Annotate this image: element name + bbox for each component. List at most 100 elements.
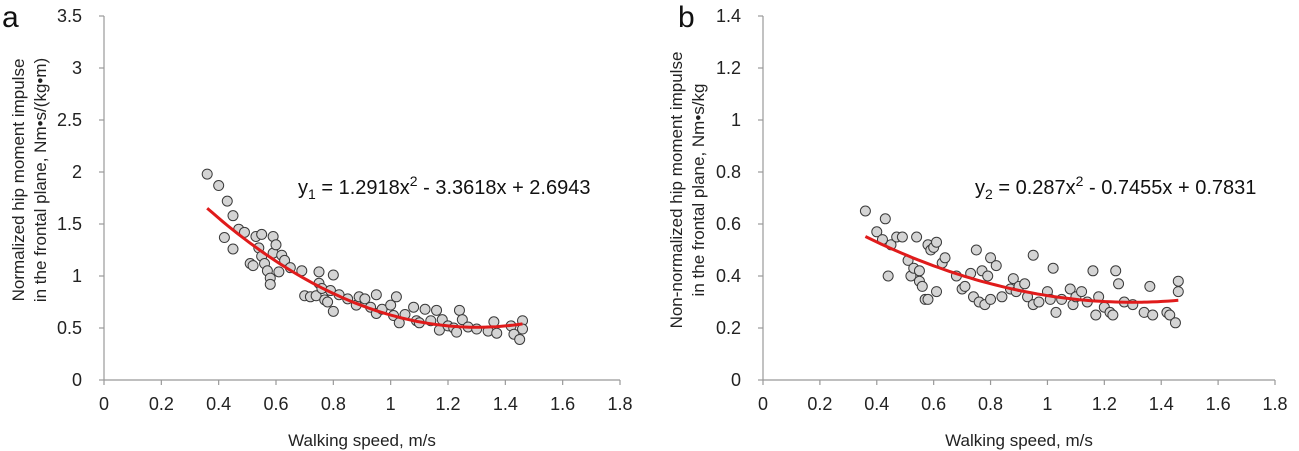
y-axis-label-line2: in the frontal plane, Nm•s/kg (689, 84, 708, 297)
data-point (408, 301, 420, 313)
chart-panel-a: a 0 0.2 0.4 0.6 0.8 1 1.2 1.4 1.6 1.8 0 0.5 1 1.5 2 2.5… (2, 1, 633, 450)
y-tick-label: 3 (72, 58, 82, 78)
data-point (270, 239, 282, 251)
data-point (1090, 309, 1102, 321)
data-point (385, 299, 397, 311)
data-point (1047, 262, 1059, 274)
y-tick-label: 2.5 (57, 110, 82, 130)
data-point (913, 265, 925, 277)
data-point (1076, 286, 1088, 298)
data-point (990, 260, 1002, 272)
chart-panel-b: b 0 0.2 0.4 0.6 0.8 1 1.2 1.4 1.6 1.8 0 0.2 0.4 0.6 0.… (667, 1, 1288, 450)
data-point (273, 266, 285, 278)
y-tick-label: 3.5 (57, 6, 82, 26)
x-tick-label: 0.8 (321, 394, 346, 414)
y-axis-label-line1: Non-normalized hip moment impulse (667, 52, 686, 329)
data-point (996, 291, 1008, 303)
x-tick-label: 1.6 (1206, 394, 1231, 414)
fit-equation: y2 = 0.287x2 - 0.7455x + 0.7831 (975, 173, 1256, 202)
data-point (322, 296, 334, 308)
data-point (1113, 278, 1125, 290)
x-tick-label: 1.6 (550, 394, 575, 414)
eq-rest: - 3.3618x + 2.6943 (418, 177, 591, 199)
x-tick-label: 0 (99, 394, 109, 414)
data-point (871, 226, 883, 238)
tick-group: 0 0.2 0.4 0.6 0.8 1 1.2 1.4 1.6 1.8 0 0.2 0.4 0.6 0.8 1… (716, 6, 1288, 414)
data-point (1144, 280, 1156, 292)
data-point (456, 314, 468, 326)
data-point (959, 280, 971, 292)
y-tick-label: 0 (731, 370, 741, 390)
data-point (1087, 265, 1099, 277)
x-tick-label: 0 (758, 394, 768, 414)
x-tick-label: 1 (1042, 394, 1052, 414)
data-point (327, 269, 339, 281)
data-point (911, 231, 923, 243)
data-point (1147, 309, 1159, 321)
eq-sup: 2 (1076, 173, 1084, 189)
eq-sub: 2 (985, 186, 993, 202)
data-point (1050, 306, 1062, 318)
eq-var: y (298, 177, 308, 199)
data-point (370, 289, 382, 301)
data-point (931, 236, 943, 248)
data-point (1027, 249, 1039, 261)
eq-rest: - 0.7455x + 0.7831 (1083, 177, 1256, 199)
x-axis-label: Walking speed, m/s (945, 431, 1093, 450)
data-point (313, 266, 325, 278)
data-point (451, 326, 463, 338)
data-point (1169, 317, 1181, 329)
data-point (931, 286, 943, 298)
x-tick-label: 1.4 (493, 394, 518, 414)
data-point (431, 304, 443, 316)
eq-sub: 1 (308, 186, 316, 202)
y-tick-label: 0.2 (716, 318, 741, 338)
data-point (1064, 283, 1076, 295)
y-axis-label-line2: in the frontal plane, Nm•s/(kg•m) (31, 58, 50, 302)
y-tick-label: 1.2 (716, 58, 741, 78)
y-axis-label-line1: Normalized hip moment impulse (9, 59, 28, 302)
eq-var: y (975, 177, 985, 199)
fit-equation: y1 = 1.2918x2 - 3.3618x + 2.6943 (298, 173, 590, 202)
data-point (985, 252, 997, 264)
data-point (985, 293, 997, 305)
x-tick-label: 1.8 (607, 394, 632, 414)
y-tick-label: 0.6 (716, 214, 741, 234)
points-group (859, 205, 1184, 329)
eq-equals: = (993, 177, 1016, 199)
data-point (453, 304, 465, 316)
data-point (419, 303, 431, 315)
data-point (922, 293, 934, 305)
data-point (227, 243, 239, 255)
data-point (882, 270, 894, 282)
data-point (517, 323, 529, 335)
data-point (939, 252, 951, 264)
data-point (879, 213, 891, 225)
x-tick-label: 1.2 (1092, 394, 1117, 414)
x-tick-label: 0.4 (864, 394, 889, 414)
x-axis-label: Walking speed, m/s (288, 431, 436, 450)
y-tick-label: 0.5 (57, 318, 82, 338)
panel-label-b: b (678, 1, 695, 34)
y-tick-label: 2 (72, 162, 82, 182)
eq-equals: = (316, 177, 339, 199)
tick-group: 0 0.2 0.4 0.6 0.8 1 1.2 1.4 1.6 1.8 0 0.5 1 1.5 2 2.5 3 3… (57, 6, 633, 414)
y-axis-label: Non-normalized hip moment impulse in the… (667, 52, 708, 329)
y-tick-label: 1.4 (716, 6, 741, 26)
eq-sup: 2 (410, 173, 418, 189)
y-tick-label: 1 (731, 110, 741, 130)
data-point (859, 205, 871, 217)
x-tick-label: 0.6 (263, 394, 288, 414)
data-point (1019, 278, 1031, 290)
data-point (970, 244, 982, 256)
x-tick-label: 1 (386, 394, 396, 414)
fit-curve (206, 207, 523, 329)
x-tick-label: 1.2 (435, 394, 460, 414)
x-tick-label: 0.2 (807, 394, 832, 414)
data-point (1007, 273, 1019, 285)
data-point (1107, 309, 1119, 321)
y-axis-label: Normalized hip moment impulse in the fro… (9, 58, 50, 302)
data-point (1172, 275, 1184, 287)
fit-curve (864, 235, 1179, 304)
